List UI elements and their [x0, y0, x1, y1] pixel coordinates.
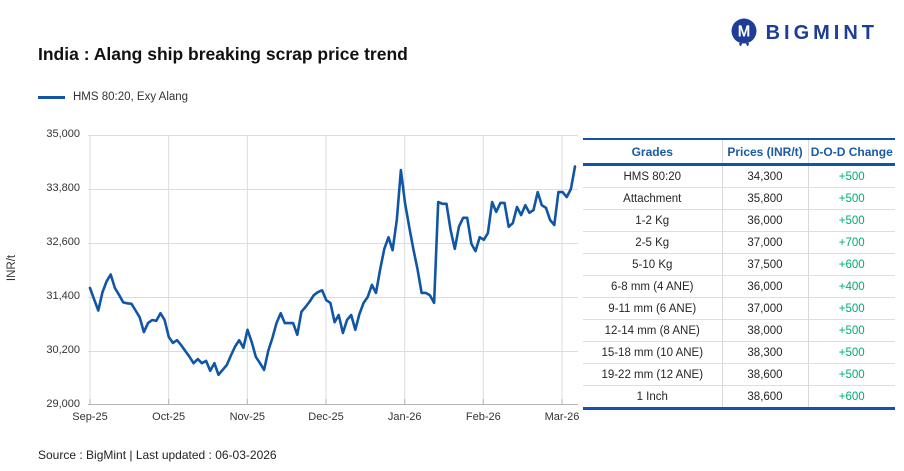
y-tick-label: 29,000	[46, 398, 80, 410]
grade-cell: 15-18 mm (10 ANE)	[583, 341, 722, 364]
x-tick-label: Dec-25	[308, 411, 344, 423]
grade-cell: Attachment	[583, 187, 722, 210]
table-row: 5-10 Kg 37,500 +600	[583, 253, 895, 276]
table-row: 2-5 Kg 37,000 +700	[583, 231, 895, 254]
change-cell: +500	[807, 363, 895, 386]
change-cell: +400	[807, 275, 895, 298]
y-tick-label: 32,600	[46, 236, 80, 248]
grade-cell: 2-5 Kg	[583, 231, 722, 254]
prices-table-body: HMS 80:20 34,300 +500 Attachment 35,800 +500 1…	[583, 164, 895, 409]
x-tick-label: Feb-26	[465, 411, 501, 423]
legend-line-swatch	[38, 95, 65, 99]
table-row: 6-8 mm (4 ANE) 36,000 +400	[583, 275, 895, 298]
change-cell: +600	[807, 385, 895, 409]
price-cell: 37,500	[721, 253, 808, 276]
y-axis-title: INR/t	[6, 254, 18, 282]
change-cell: +500	[807, 187, 895, 210]
x-tick-label: Jan-26	[387, 411, 422, 423]
plot-area	[88, 135, 578, 405]
table-row: 12-14 mm (8 ANE) 38,000 +500	[583, 319, 895, 342]
x-tick-label: Sep-25	[72, 411, 108, 423]
x-tick-label: Nov-25	[229, 411, 266, 423]
price-cell: 36,000	[721, 275, 808, 298]
table-header-row: Grades Prices (INR/t) D-O-D Change	[583, 139, 895, 166]
grade-cell: 1-2 Kg	[583, 209, 722, 232]
price-cell: 37,000	[721, 297, 808, 320]
table-row: Attachment 35,800 +500	[583, 187, 895, 210]
change-cell: +500	[807, 319, 895, 342]
price-cell: 38,000	[721, 319, 808, 342]
price-cell: 38,600	[721, 385, 808, 409]
price-cell: 38,300	[721, 341, 808, 364]
change-cell: +500	[807, 297, 895, 320]
price-cell: 34,300	[721, 164, 808, 188]
x-tick-label: Mar-26	[544, 411, 580, 423]
page-title: India : Alang ship breaking scrap price …	[38, 44, 408, 64]
table-row: 1 Inch 38,600 +600	[583, 385, 895, 409]
x-tick-label: Oct-25	[152, 411, 186, 423]
bigmint-logo-icon: M	[731, 18, 757, 46]
price-cell: 36,000	[721, 209, 808, 232]
table-row: 9-11 mm (6 ANE) 37,000 +500	[583, 297, 895, 320]
table-row: 15-18 mm (10 ANE) 38,300 +500	[583, 341, 895, 364]
header-prices: Prices (INR/t)	[721, 139, 808, 166]
price-cell: 37,000	[721, 231, 808, 254]
table-row: 19-22 mm (12 ANE) 38,600 +500	[583, 363, 895, 386]
bigmint-logo-text: BIGMINT	[765, 21, 878, 44]
y-tick-label: 35,000	[46, 128, 80, 140]
header-grades: Grades	[583, 139, 722, 166]
y-tick-label: 31,400	[46, 290, 80, 302]
price-trend-line	[88, 165, 577, 377]
grade-cell: 12-14 mm (8 ANE)	[583, 319, 722, 342]
header-dod-change: D-O-D Change	[807, 139, 895, 166]
table-row: 1-2 Kg 36,000 +500	[583, 209, 895, 232]
change-cell: +700	[807, 231, 895, 254]
change-cell: +500	[807, 341, 895, 364]
prices-table: Grades Prices (INR/t) D-O-D Change HMS 8…	[583, 138, 895, 410]
grade-cell: 9-11 mm (6 ANE)	[583, 297, 722, 320]
grade-cell: HMS 80:20	[623, 170, 682, 183]
price-cell: 38,600	[721, 363, 808, 386]
y-tick-label: 30,200	[46, 344, 80, 356]
grade-cell: 1 Inch	[583, 385, 722, 409]
price-cell: 35,800	[721, 187, 808, 210]
grade-cell: 5-10 Kg	[583, 253, 722, 276]
bigmint-logo: M BIGMINT	[730, 18, 878, 48]
change-cell: +600	[807, 253, 895, 276]
grade-cell: 19-22 mm (12 ANE)	[583, 363, 722, 386]
grade-cell: 6-8 mm (4 ANE)	[583, 275, 722, 298]
source-note: Source : BigMint | Last updated : 06-03-…	[38, 448, 277, 462]
legend-label: HMS 80:20, Exy Alang	[73, 91, 189, 103]
y-tick-label: 33,800	[46, 182, 80, 194]
chart-legend: HMS 80:20, Exy Alang	[38, 91, 188, 103]
change-cell: +500	[807, 209, 895, 232]
table-row: HMS 80:20 34,300 +500	[583, 164, 895, 188]
change-cell: +500	[807, 164, 895, 188]
